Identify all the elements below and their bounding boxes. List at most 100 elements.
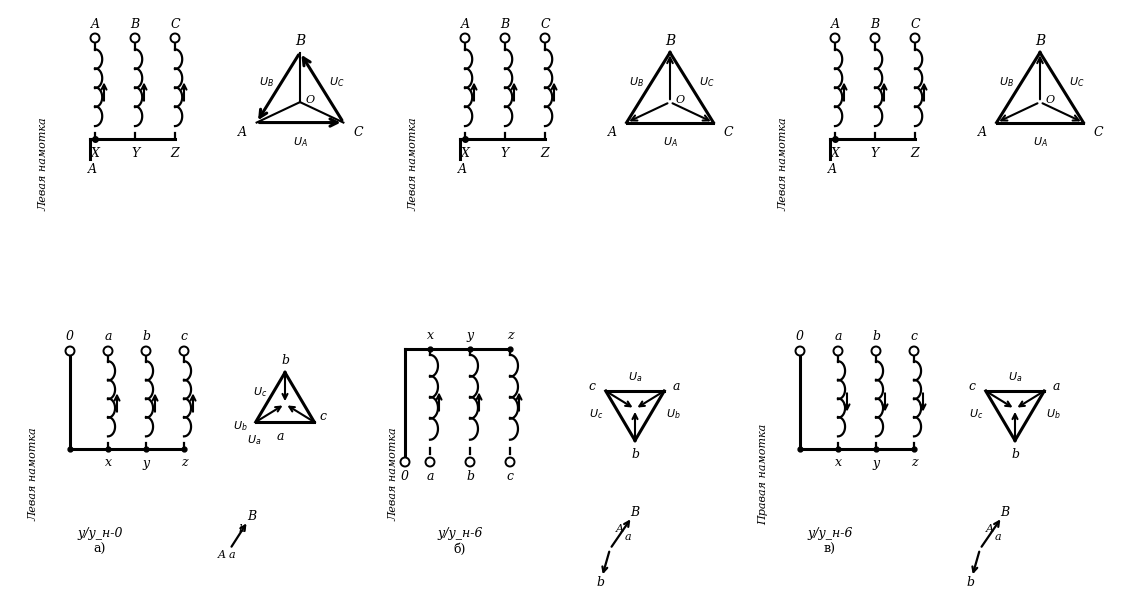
Text: 0: 0 <box>795 330 805 343</box>
Text: б): б) <box>454 543 467 556</box>
Text: B: B <box>630 507 640 519</box>
Text: b: b <box>142 330 150 343</box>
Circle shape <box>795 346 805 356</box>
Text: b: b <box>630 448 640 461</box>
Circle shape <box>131 34 140 42</box>
Text: $U_a$: $U_a$ <box>247 433 261 447</box>
Text: X: X <box>91 147 99 160</box>
Circle shape <box>541 34 550 42</box>
Text: C: C <box>910 18 920 31</box>
Text: c: c <box>588 379 596 392</box>
Text: z: z <box>506 328 513 341</box>
Text: B: B <box>131 18 140 31</box>
Circle shape <box>141 346 150 356</box>
Circle shape <box>66 346 74 356</box>
Text: a: a <box>673 379 679 392</box>
Text: X: X <box>461 147 470 160</box>
Text: у/у_н-6: у/у_н-6 <box>807 527 852 540</box>
Text: у/у_н-0: у/у_н-0 <box>77 527 123 540</box>
Text: O: O <box>1046 95 1055 105</box>
Circle shape <box>505 457 514 467</box>
Text: B: B <box>871 18 880 31</box>
Circle shape <box>909 346 918 356</box>
Text: z: z <box>910 456 917 470</box>
Text: у/у_н-6: у/у_н-6 <box>437 527 483 540</box>
Text: A: A <box>831 18 840 31</box>
Text: 0: 0 <box>66 330 74 343</box>
Text: A: A <box>88 163 97 176</box>
Text: a: a <box>1053 379 1059 392</box>
Text: y: y <box>467 328 473 341</box>
Text: Левая намотка: Левая намотка <box>28 427 38 521</box>
Text: a: a <box>995 532 1001 542</box>
Text: a: a <box>625 532 632 542</box>
Text: C: C <box>724 126 733 139</box>
Text: B: B <box>1034 34 1045 47</box>
Text: b: b <box>596 577 604 589</box>
Text: b: b <box>465 470 475 483</box>
Text: $U_A$: $U_A$ <box>292 136 307 149</box>
Circle shape <box>833 346 842 356</box>
Text: Левая намотка: Левая намотка <box>409 117 418 211</box>
Text: $U_A$: $U_A$ <box>662 136 677 149</box>
Text: x: x <box>105 456 112 470</box>
Text: A: A <box>616 524 624 534</box>
Text: b: b <box>281 354 289 367</box>
Text: $U_b$: $U_b$ <box>666 407 681 421</box>
Text: C: C <box>541 18 550 31</box>
Text: C: C <box>1094 126 1103 139</box>
Text: a: a <box>229 550 236 560</box>
Text: $U_C$: $U_C$ <box>329 76 345 90</box>
Circle shape <box>104 346 113 356</box>
Text: C: C <box>354 126 363 139</box>
Text: b: b <box>1011 448 1019 461</box>
Text: X: X <box>831 147 840 160</box>
Text: c: c <box>910 330 917 343</box>
Circle shape <box>872 346 881 356</box>
Text: a: a <box>277 430 284 443</box>
Circle shape <box>910 34 920 42</box>
Text: O: O <box>305 95 314 105</box>
Text: B: B <box>1000 507 1009 519</box>
Text: B: B <box>247 510 256 524</box>
Text: a: a <box>105 330 112 343</box>
Text: $U_B$: $U_B$ <box>999 76 1014 90</box>
Text: $U_c$: $U_c$ <box>589 407 604 421</box>
Text: $U_a$: $U_a$ <box>1008 370 1022 384</box>
Circle shape <box>171 34 180 42</box>
Text: A: A <box>457 163 467 176</box>
Text: Y: Y <box>131 147 139 160</box>
Text: Z: Z <box>910 147 920 160</box>
Text: c: c <box>181 330 188 343</box>
Text: в): в) <box>824 543 836 556</box>
Text: c: c <box>506 470 513 483</box>
Circle shape <box>501 34 510 42</box>
Text: а): а) <box>93 543 106 556</box>
Text: x: x <box>834 456 841 470</box>
Text: y: y <box>142 456 149 470</box>
Circle shape <box>91 34 99 42</box>
Text: $U_c$: $U_c$ <box>254 386 267 399</box>
Text: A: A <box>91 18 99 31</box>
Text: A: A <box>218 550 226 560</box>
Text: $U_b$: $U_b$ <box>1046 407 1061 421</box>
Text: $U_A$: $U_A$ <box>1032 136 1047 149</box>
Text: $U_B$: $U_B$ <box>629 76 644 90</box>
Text: x: x <box>427 328 434 341</box>
Circle shape <box>401 457 410 467</box>
Text: b: b <box>872 330 880 343</box>
Text: $U_C$: $U_C$ <box>699 76 715 90</box>
Text: c: c <box>968 379 975 392</box>
Text: A: A <box>238 126 247 139</box>
Text: b: b <box>239 524 246 534</box>
Text: Z: Z <box>171 147 180 160</box>
Text: $U_a$: $U_a$ <box>628 370 642 384</box>
Text: $U_b$: $U_b$ <box>233 419 248 433</box>
Circle shape <box>426 457 435 467</box>
Circle shape <box>831 34 840 42</box>
Text: $U_C$: $U_C$ <box>1069 76 1085 90</box>
Text: Z: Z <box>541 147 550 160</box>
Text: 0: 0 <box>401 470 409 483</box>
Text: A: A <box>978 126 987 139</box>
Text: A: A <box>827 163 836 176</box>
